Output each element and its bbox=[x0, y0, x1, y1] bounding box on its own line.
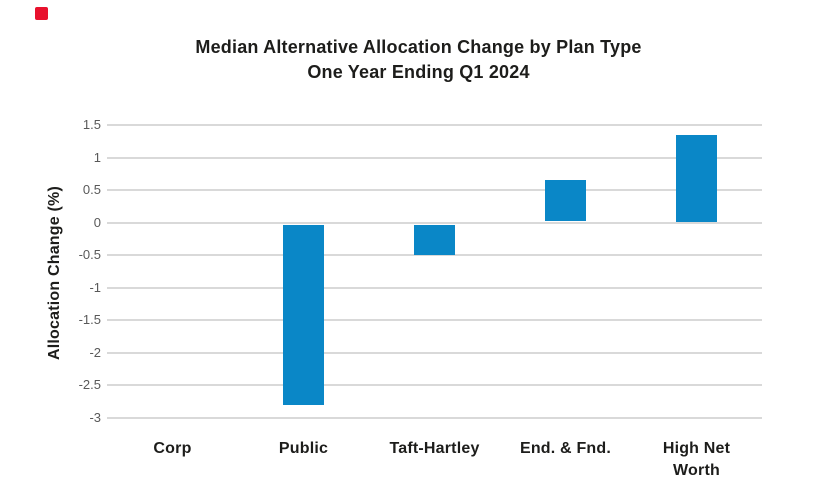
brand-mark-icon bbox=[35, 7, 48, 20]
gridline-0.5 bbox=[107, 189, 762, 191]
y-tick-label-1.5: 1.5 bbox=[82, 117, 101, 132]
chart-subtitle: One Year Ending Q1 2024 bbox=[307, 62, 530, 82]
gridline-1 bbox=[107, 156, 762, 159]
y-tick-label--2.5: -2.5 bbox=[78, 377, 101, 392]
y-tick-label-0.5: 0.5 bbox=[82, 182, 101, 197]
gridline--1 bbox=[107, 286, 762, 289]
x-axis-label-taft-hartley: Taft-Hartley bbox=[389, 440, 480, 457]
gridline--2 bbox=[107, 351, 762, 354]
bar-public bbox=[283, 224, 324, 405]
gridline--3 bbox=[107, 416, 762, 419]
bar-end-fnd bbox=[545, 179, 586, 222]
y-tick-label--1: -1 bbox=[89, 279, 101, 295]
x-axis-label-corp: Corp bbox=[153, 440, 192, 457]
x-axis-label-public: Public bbox=[278, 440, 329, 457]
y-tick-label--3: -3 bbox=[89, 409, 101, 425]
y-tick-label--1.5: -1.5 bbox=[78, 312, 101, 327]
chart-title-block: Median Alternative Allocation Change by … bbox=[0, 35, 837, 85]
y-tick-label-0: 0 bbox=[93, 214, 101, 230]
x-axis-label-end-fnd: End. & Fnd. bbox=[519, 440, 612, 457]
x-axis-label-high-net-worth: High Net Worth bbox=[662, 440, 731, 479]
gridline-0 bbox=[107, 221, 762, 224]
chart-title: Median Alternative Allocation Change by … bbox=[195, 37, 642, 57]
y-tick-label--2: -2 bbox=[89, 344, 101, 360]
y-tick-label-1: 1 bbox=[93, 149, 101, 165]
bar-high-net-worth bbox=[676, 134, 717, 222]
y-tick-label--0.5: -0.5 bbox=[78, 247, 101, 262]
bar-taft-hartley bbox=[414, 224, 455, 255]
gridline--2.5 bbox=[107, 384, 762, 386]
gridline--0.5 bbox=[107, 254, 762, 256]
gridline--1.5 bbox=[107, 319, 762, 321]
gridline-1.5 bbox=[107, 124, 762, 126]
